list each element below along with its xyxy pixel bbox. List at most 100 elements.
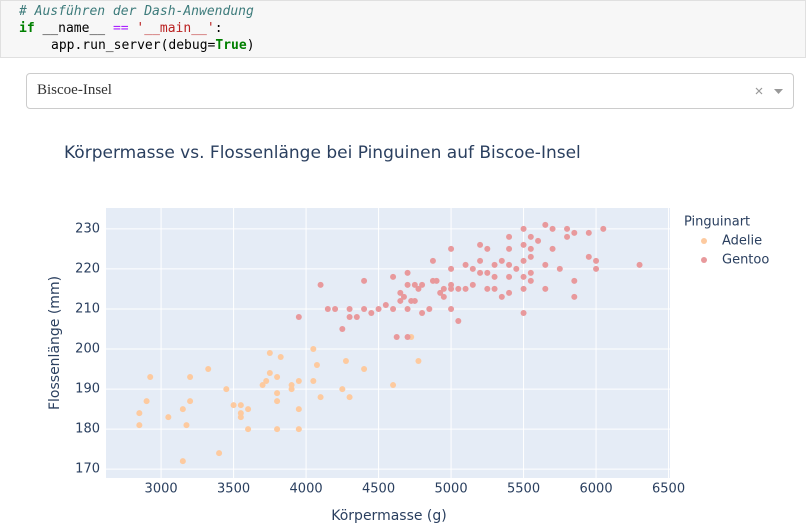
point <box>237 402 244 409</box>
point <box>317 394 324 401</box>
point <box>187 374 194 381</box>
point <box>636 261 643 268</box>
point <box>469 265 476 272</box>
point <box>353 313 360 320</box>
point <box>136 422 143 429</box>
y-tick-label: 170 <box>75 462 100 477</box>
point <box>415 358 422 365</box>
point <box>593 265 600 272</box>
point <box>324 305 331 312</box>
point <box>498 293 505 300</box>
point <box>506 261 513 268</box>
point <box>419 309 426 316</box>
point <box>143 398 150 405</box>
point <box>179 458 186 465</box>
point <box>361 277 368 284</box>
point <box>484 245 491 252</box>
x-tick-label: 5000 <box>435 482 468 497</box>
point <box>390 273 397 280</box>
point <box>520 309 527 316</box>
point <box>542 261 549 268</box>
point <box>263 378 270 385</box>
point <box>513 265 520 272</box>
point <box>571 277 578 284</box>
point <box>245 406 252 413</box>
y-tick-label: 200 <box>75 342 100 357</box>
point <box>448 265 455 272</box>
point <box>339 386 346 393</box>
code-token: : <box>214 21 223 36</box>
caret-icon[interactable] <box>774 89 783 94</box>
point <box>179 406 186 413</box>
point <box>274 426 281 433</box>
point <box>346 305 353 312</box>
point <box>506 273 513 280</box>
comment: # Ausführen der Dash-Anwendung <box>19 4 254 19</box>
chart-title: Körpermasse vs. Flossenlänge bei Pinguin… <box>64 143 581 163</box>
y-tick-label: 210 <box>75 301 100 316</box>
point <box>469 281 476 288</box>
point <box>342 358 349 365</box>
x-tick-label: 3000 <box>145 482 178 497</box>
code-token: ) <box>246 38 255 53</box>
code-line: # Ausführen der Dash-Anwendung <box>1 3 805 20</box>
chart: Körpermasse vs. Flossenlänge bei Pinguin… <box>47 143 769 524</box>
point <box>216 450 223 457</box>
legend-label: Adelie <box>722 234 762 249</box>
code-token: __name__ <box>42 21 106 36</box>
point <box>585 229 592 236</box>
clear-icon[interactable] <box>755 87 763 95</box>
y-tick-label: 220 <box>75 261 100 276</box>
point <box>549 225 556 232</box>
point <box>390 305 397 312</box>
y-tick-label: 190 <box>75 382 100 397</box>
x-tick-label: 4500 <box>362 482 395 497</box>
point <box>404 269 411 276</box>
legend-marker <box>701 238 707 244</box>
point <box>165 414 172 421</box>
point <box>274 398 281 405</box>
point <box>404 333 411 340</box>
point <box>393 333 400 340</box>
point <box>295 313 302 320</box>
point <box>404 281 411 288</box>
point <box>375 305 382 312</box>
point <box>448 305 455 312</box>
point <box>455 285 462 292</box>
y-tick-label: 180 <box>75 422 100 437</box>
point <box>361 305 368 312</box>
x-axis-title: Körpermasse (g) <box>331 508 447 524</box>
point <box>274 390 281 397</box>
x-tick-label: 4000 <box>290 482 323 497</box>
point <box>564 225 571 232</box>
point <box>462 261 469 268</box>
x-tick-label: 6500 <box>652 482 685 497</box>
point <box>313 362 320 369</box>
point <box>136 410 143 417</box>
operator: == <box>112 21 129 36</box>
legend-marker <box>701 257 707 263</box>
point <box>397 289 404 296</box>
point <box>187 398 194 405</box>
point <box>277 354 284 361</box>
point <box>593 257 600 264</box>
point <box>147 374 154 381</box>
point <box>448 285 455 292</box>
point <box>527 233 534 240</box>
dropdown-controls[interactable] <box>749 74 789 108</box>
code-line: if __name__ == '__main__': <box>1 20 805 37</box>
point <box>411 281 418 288</box>
point <box>484 269 491 276</box>
dropdown[interactable]: Biscoe-Insel <box>26 73 794 109</box>
point <box>542 221 549 228</box>
point <box>390 382 397 389</box>
point <box>295 426 302 433</box>
point <box>571 229 578 236</box>
keyword: if <box>19 21 35 36</box>
point <box>520 273 527 280</box>
point <box>419 281 426 288</box>
point <box>520 285 527 292</box>
point <box>440 293 447 300</box>
point <box>549 245 556 252</box>
point <box>317 281 324 288</box>
